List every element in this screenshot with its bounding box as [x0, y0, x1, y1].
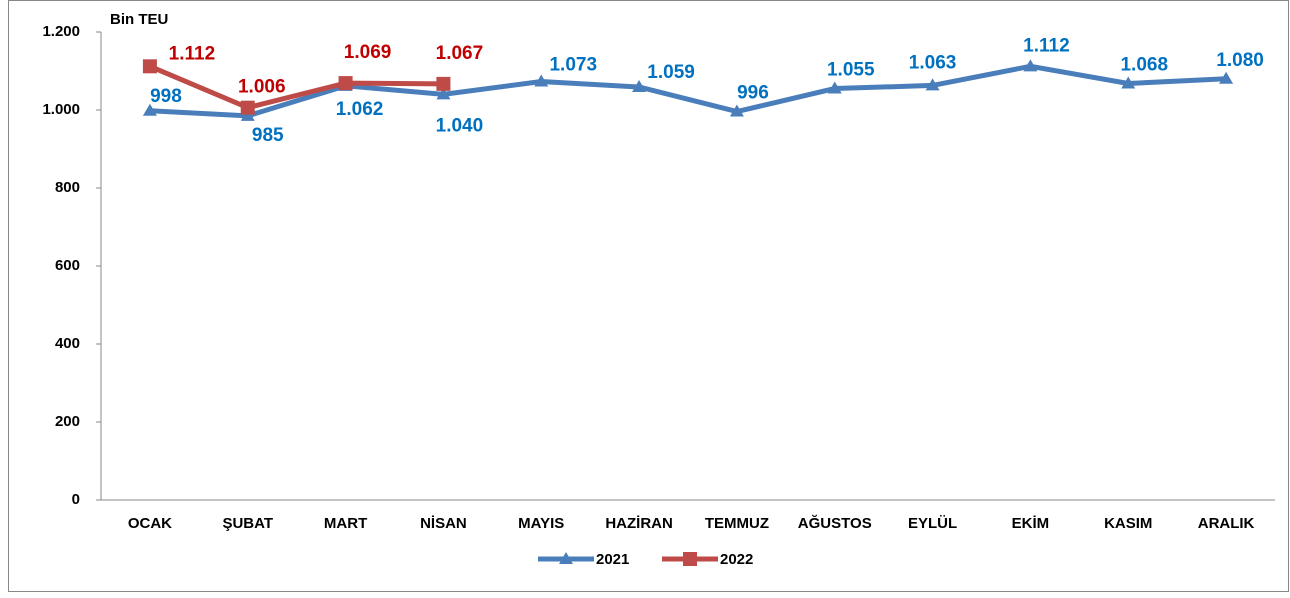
point-marker [925, 78, 940, 91]
x-tick-label: OCAK [128, 515, 172, 532]
point-marker [1219, 71, 1234, 84]
data-label: 1.062 [336, 99, 384, 120]
x-tick-label: TEMMUZ [705, 515, 769, 532]
x-tick-label: MART [324, 515, 367, 532]
data-label: 1.063 [909, 52, 957, 73]
point-marker [436, 76, 451, 91]
legend-label: 2021 [596, 551, 629, 568]
x-tick-label: ARALIK [1198, 515, 1255, 532]
chart-border [8, 0, 1289, 592]
data-label: 1.059 [647, 62, 695, 83]
data-label: 1.067 [436, 43, 484, 64]
x-tick-label: MAYIS [518, 515, 564, 532]
data-label: 1.069 [344, 42, 392, 63]
legend-label: 2022 [720, 551, 753, 568]
x-tick-label: NİSAN [420, 515, 467, 532]
point-marker [827, 81, 842, 94]
data-label: 985 [252, 125, 284, 146]
x-tick-label: AĞUSTOS [798, 514, 872, 532]
data-label: 1.055 [827, 60, 875, 81]
point-marker [240, 100, 255, 115]
data-label: 1.112 [1023, 35, 1070, 56]
y-axis-label: Bin TEU [110, 11, 168, 28]
series-line [148, 64, 444, 111]
data-label: 1.073 [549, 55, 597, 76]
y-tick-label: 0 [72, 491, 80, 508]
x-tick-label: KASIM [1104, 515, 1152, 532]
x-tick-label: EKİM [1012, 515, 1050, 532]
data-label: 1.006 [238, 77, 286, 98]
data-label: 1.040 [436, 115, 484, 136]
y-tick-label: 400 [55, 335, 80, 352]
point-marker [436, 87, 451, 100]
data-label: 1.080 [1216, 50, 1264, 71]
point-marker [559, 552, 573, 564]
point-marker [142, 59, 157, 74]
x-tick-label: ŞUBAT [222, 515, 273, 532]
data-label: 998 [150, 86, 182, 107]
y-tick-label: 200 [55, 413, 80, 430]
point-marker [1023, 59, 1038, 72]
data-label: 1.112 [169, 43, 216, 64]
point-marker [683, 552, 697, 566]
series-line [149, 63, 1227, 119]
point-marker [534, 74, 549, 87]
point-marker [729, 104, 744, 117]
x-tick-label: EYLÜL [908, 515, 957, 532]
y-tick-label: 1.000 [42, 101, 80, 118]
y-tick-label: 600 [55, 257, 80, 274]
point-marker [240, 108, 255, 121]
data-label: 996 [737, 83, 769, 104]
point-marker [142, 103, 157, 116]
y-tick-label: 1.200 [42, 23, 80, 40]
point-marker [632, 79, 647, 92]
y-tick-label: 800 [55, 179, 80, 196]
x-tick-label: HAZİRAN [605, 515, 673, 532]
point-marker [1121, 76, 1136, 89]
point-marker [338, 76, 353, 91]
data-label: 1.068 [1120, 54, 1168, 75]
